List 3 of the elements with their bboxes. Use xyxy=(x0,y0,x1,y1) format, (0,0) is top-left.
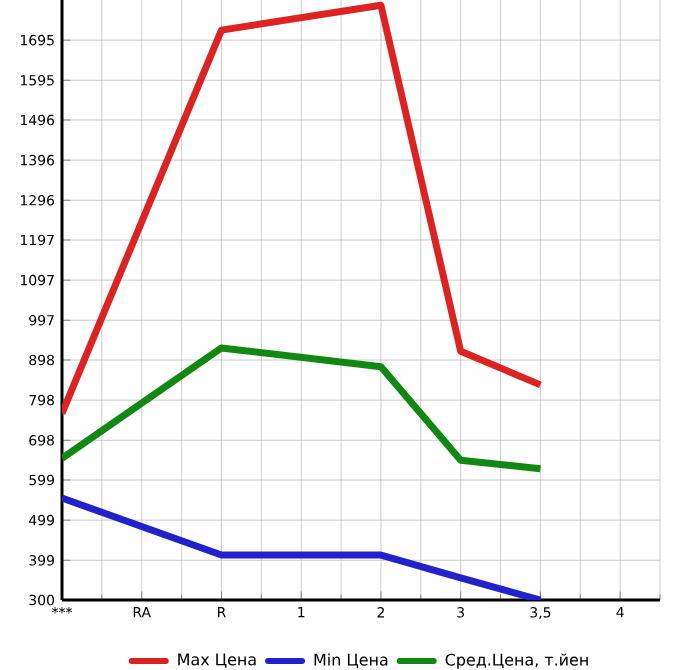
line-series xyxy=(62,344,544,473)
line-series xyxy=(62,494,544,600)
line-series xyxy=(62,1,544,417)
